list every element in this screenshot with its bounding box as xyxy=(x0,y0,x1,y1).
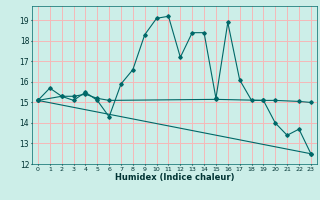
X-axis label: Humidex (Indice chaleur): Humidex (Indice chaleur) xyxy=(115,173,234,182)
